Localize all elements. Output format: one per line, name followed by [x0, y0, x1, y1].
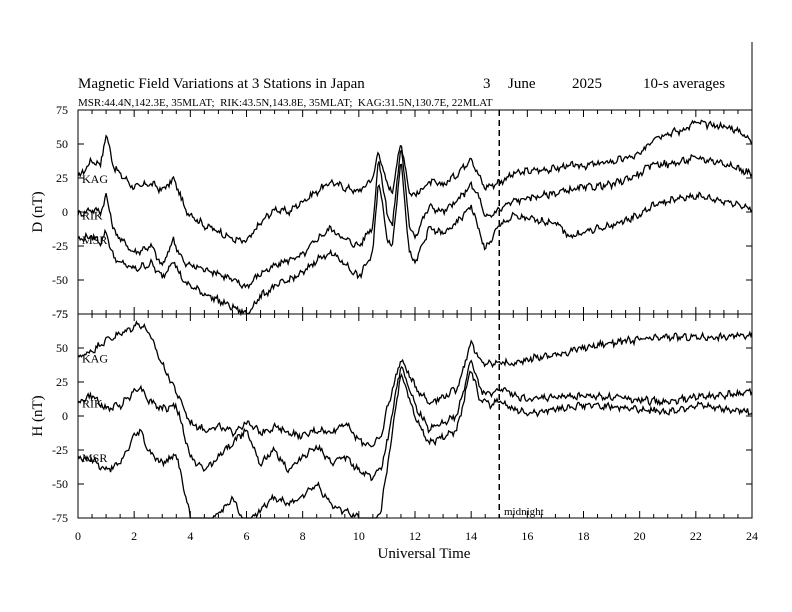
d-y-tick-label: 25: [56, 171, 68, 185]
x-axis-label: Universal Time: [378, 546, 471, 562]
h-series-label-rik: RIK: [82, 396, 103, 410]
d-series-label-msr: MSR: [82, 233, 107, 247]
h-y-tick-label: -50: [52, 477, 68, 491]
x-tick-label: 14: [465, 529, 477, 543]
d-series-label-rik: RIK: [82, 209, 103, 223]
h-series-rik: [77, 359, 753, 482]
d-y-tick-label: -25: [52, 239, 68, 253]
x-tick-label: 16: [521, 529, 533, 543]
resolution-label: 10-s averages: [643, 76, 725, 92]
x-tick-label: 2: [131, 529, 137, 543]
h-axis-label: H (nT): [30, 395, 46, 436]
station-info: MSR:44.4N,142.3E, 35MLAT; RIK:43.5N,143.…: [78, 97, 493, 109]
h-series-label-kag: KAG: [82, 352, 108, 366]
x-tick-label: 10: [353, 529, 365, 543]
chart-title: Magnetic Field Variations at 3 Stations …: [78, 76, 365, 92]
x-tick-label: 24: [746, 529, 758, 543]
x-tick-label: 20: [634, 529, 646, 543]
h-y-tick-label: 50: [56, 341, 68, 355]
x-tick-label: 22: [690, 529, 702, 543]
date-day: 3: [483, 76, 491, 92]
d-y-tick-label: -75: [52, 307, 68, 321]
x-tick-label: 8: [300, 529, 306, 543]
x-tick-label: 0: [75, 529, 81, 543]
date-year: 2025: [572, 76, 602, 92]
x-tick-label: 12: [409, 529, 421, 543]
h-y-tick-label: -25: [52, 443, 68, 457]
h-series-kag: [77, 320, 753, 448]
d-panel: 75 50 25 0 -25 -50 -75 KAG RIK MSR: [52, 103, 753, 321]
date-month: June: [508, 76, 536, 92]
d-y-tick-label: 75: [56, 103, 68, 117]
midnight-label: midnight: [504, 506, 544, 518]
d-series-kag: [77, 119, 753, 245]
d-y-tick-label: 0: [62, 205, 68, 219]
h-y-tick-label: 0: [62, 409, 68, 423]
h-series-msr: [77, 370, 753, 519]
h-y-tick-label: -75: [52, 511, 68, 525]
d-series-msr: [77, 163, 753, 317]
h-y-tick-label: 25: [56, 375, 68, 389]
d-panel-frame: [77, 109, 753, 315]
x-tick-label: 4: [187, 529, 193, 543]
h-series-label-msr: MSR: [82, 451, 107, 465]
d-y-tick-label: -50: [52, 273, 68, 287]
d-y-tick-label: 50: [56, 137, 68, 151]
x-tick-label: 18: [578, 529, 590, 543]
d-series-label-kag: KAG: [82, 172, 108, 186]
x-tick-label: 6: [244, 529, 250, 543]
h-y-tick-label: 75: [56, 307, 68, 321]
d-axis-label: D (nT): [30, 191, 46, 232]
d-series-rik: [77, 149, 753, 290]
